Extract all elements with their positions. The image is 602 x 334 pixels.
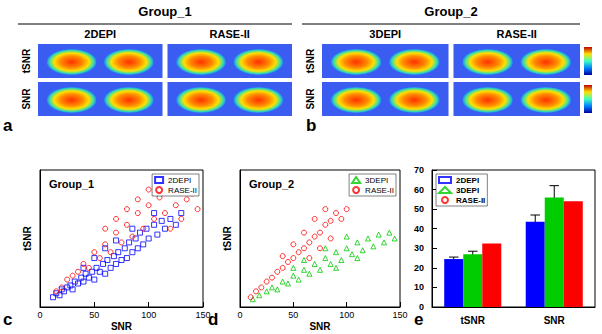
svg-text:50: 50 [414, 204, 424, 214]
svg-text:tSNR: tSNR [461, 315, 486, 326]
svg-text:RASE-II: RASE-II [168, 186, 197, 195]
svg-text:2DEPI: 2DEPI [84, 28, 116, 40]
svg-text:SNR: SNR [544, 315, 566, 326]
svg-text:3DEPI: 3DEPI [456, 186, 479, 195]
svg-text:20: 20 [414, 263, 424, 273]
svg-text:Group_2: Group_2 [249, 178, 294, 190]
svg-text:0: 0 [237, 310, 242, 320]
svg-text:0: 0 [419, 302, 424, 312]
svg-text:50: 50 [89, 310, 99, 320]
svg-text:Group_1: Group_1 [138, 4, 191, 19]
svg-text:3DEPI: 3DEPI [365, 176, 388, 185]
svg-text:tSNR: tSNR [22, 226, 33, 251]
svg-text:SNR: SNR [21, 88, 32, 110]
svg-text:RASE-II: RASE-II [456, 196, 485, 205]
svg-text:tSNR: tSNR [222, 226, 233, 251]
svg-text:Group_1: Group_1 [49, 178, 94, 190]
svg-text:SNR: SNR [111, 321, 133, 332]
svg-text:10: 10 [414, 282, 424, 292]
html-text:d: d [208, 310, 219, 329]
svg-text:0: 0 [37, 310, 42, 320]
svg-text:60: 60 [414, 185, 424, 195]
svg-text:70: 70 [414, 165, 424, 175]
html-text:c: c [3, 310, 13, 329]
svg-text:100: 100 [141, 310, 156, 320]
svg-text:Group_2: Group_2 [424, 4, 477, 19]
html-text:a: a [3, 116, 13, 135]
svg-text:tSNR: tSNR [21, 48, 32, 73]
svg-text:RASE-II: RASE-II [210, 28, 250, 40]
html-text:e: e [414, 310, 424, 329]
svg-text:100: 100 [339, 310, 354, 320]
svg-text:RASE-II: RASE-II [365, 186, 394, 195]
svg-text:50: 50 [288, 310, 298, 320]
svg-text:2DEPI: 2DEPI [456, 176, 479, 185]
svg-text:150: 150 [392, 310, 407, 320]
svg-text:SNR: SNR [305, 88, 316, 110]
svg-text:3DEPI: 3DEPI [369, 28, 401, 40]
svg-text:SNR: SNR [309, 321, 331, 332]
svg-text:150: 150 [195, 309, 211, 320]
svg-text:RASE-II: RASE-II [497, 28, 537, 40]
svg-text:2DEPI: 2DEPI [168, 176, 191, 185]
svg-text:tSNR: tSNR [305, 48, 316, 73]
html-text:b: b [306, 116, 317, 135]
svg-text:40: 40 [414, 224, 424, 234]
svg-text:30: 30 [414, 243, 424, 253]
